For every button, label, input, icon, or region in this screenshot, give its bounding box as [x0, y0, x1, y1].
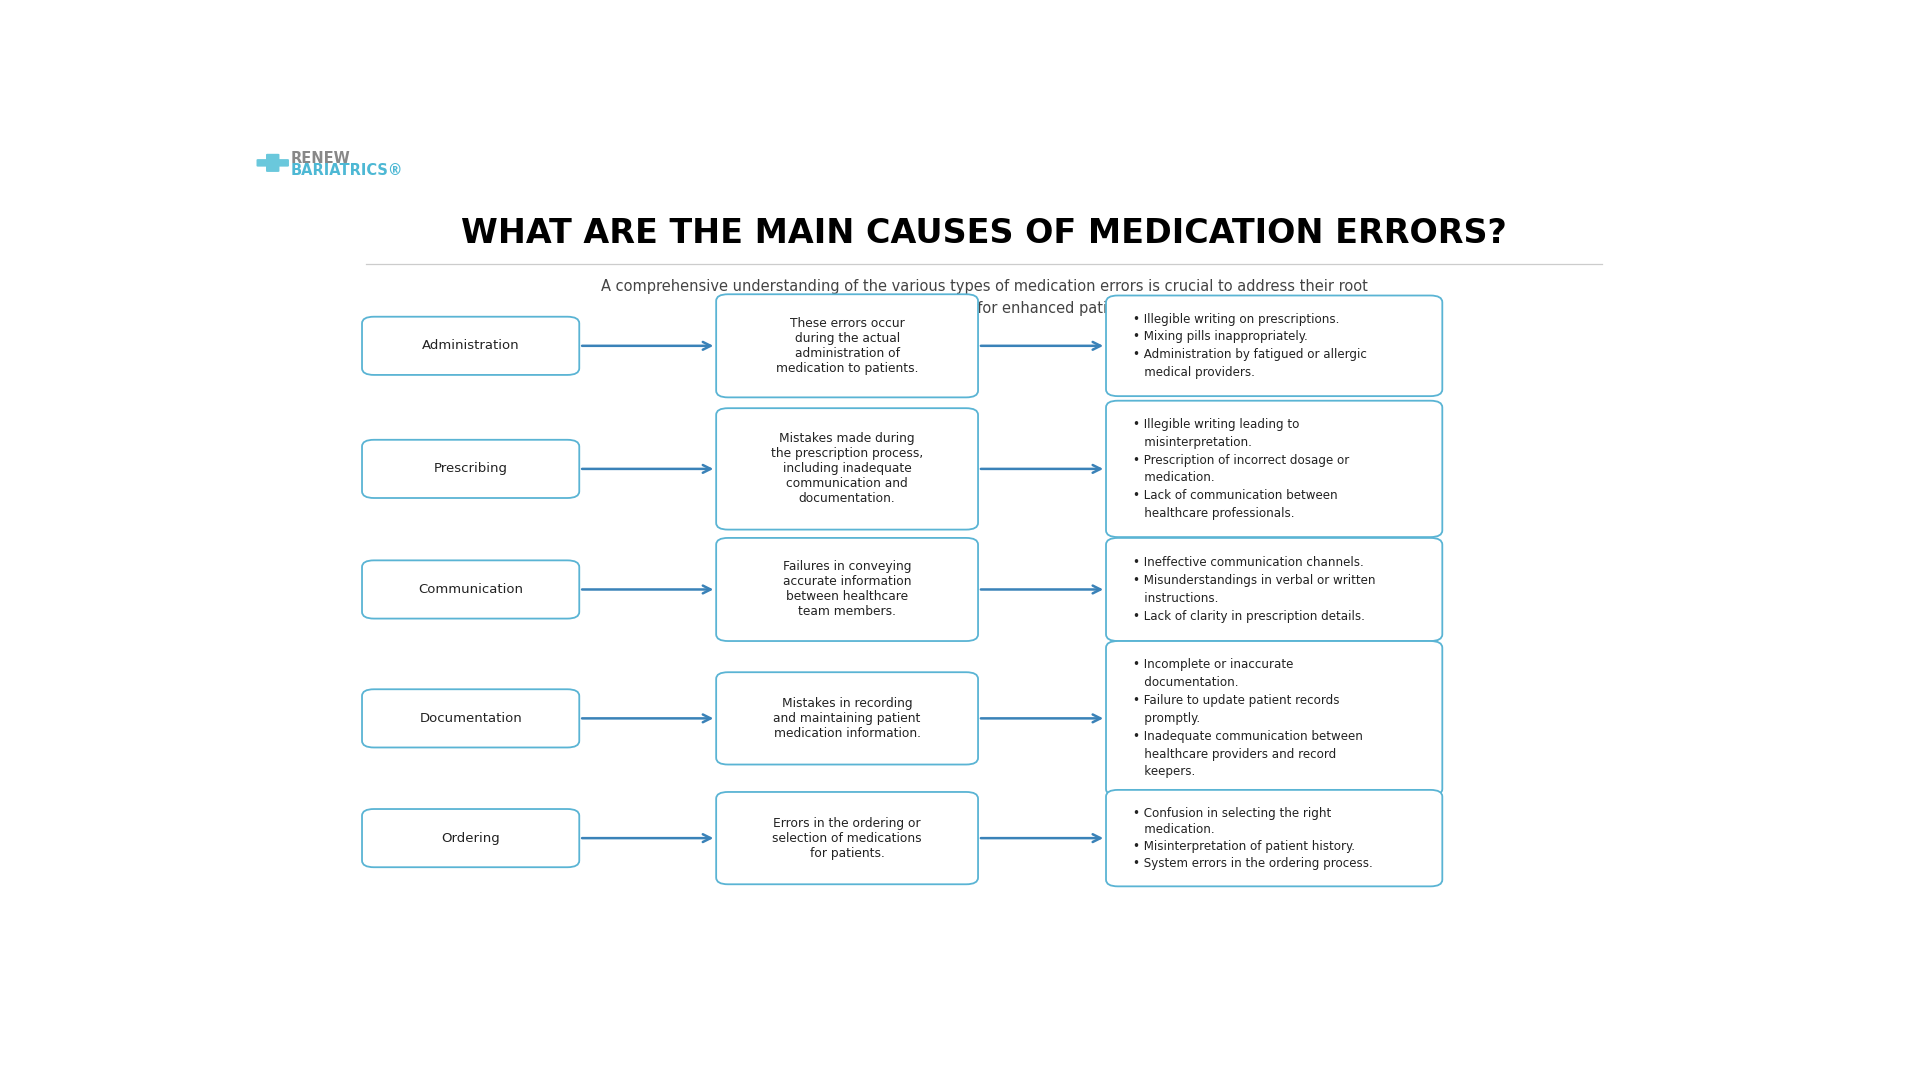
FancyBboxPatch shape — [363, 561, 580, 619]
Text: Failures in conveying
accurate information
between healthcare
team members.: Failures in conveying accurate informati… — [783, 561, 912, 619]
Text: medication.: medication. — [1133, 823, 1215, 836]
Text: keepers.: keepers. — [1133, 766, 1194, 779]
FancyBboxPatch shape — [1106, 642, 1442, 796]
FancyBboxPatch shape — [363, 440, 580, 498]
Text: medication.: medication. — [1133, 471, 1215, 484]
Text: • Administration by fatigued or allergic: • Administration by fatigued or allergic — [1133, 348, 1367, 361]
Text: healthcare professionals.: healthcare professionals. — [1133, 507, 1294, 519]
Text: promptly.: promptly. — [1133, 712, 1200, 725]
Text: These errors occur
during the actual
administration of
medication to patients.: These errors occur during the actual adm… — [776, 316, 918, 375]
Text: • Incomplete or inaccurate: • Incomplete or inaccurate — [1133, 659, 1294, 672]
Text: WHAT ARE THE MAIN CAUSES OF MEDICATION ERRORS?: WHAT ARE THE MAIN CAUSES OF MEDICATION E… — [461, 217, 1507, 249]
Text: Administration: Administration — [422, 339, 520, 352]
FancyBboxPatch shape — [716, 408, 977, 529]
Text: • Illegible writing on prescriptions.: • Illegible writing on prescriptions. — [1133, 313, 1338, 326]
Text: BARIATRICS®: BARIATRICS® — [290, 163, 403, 178]
FancyBboxPatch shape — [1106, 789, 1442, 887]
FancyBboxPatch shape — [1106, 538, 1442, 642]
Text: A comprehensive understanding of the various types of medication errors is cruci: A comprehensive understanding of the var… — [601, 280, 1367, 316]
Text: • Failure to update patient records: • Failure to update patient records — [1133, 694, 1340, 707]
Text: Mistakes in recording
and maintaining patient
medication information.: Mistakes in recording and maintaining pa… — [774, 697, 922, 740]
Text: RENEW: RENEW — [290, 151, 351, 166]
Text: • Inadequate communication between: • Inadequate communication between — [1133, 730, 1363, 743]
Text: instructions.: instructions. — [1133, 592, 1217, 605]
Text: Mistakes made during
the prescription process,
including inadequate
communicatio: Mistakes made during the prescription pr… — [772, 432, 924, 505]
FancyBboxPatch shape — [716, 672, 977, 765]
FancyBboxPatch shape — [716, 538, 977, 642]
Text: • Mixing pills inappropriately.: • Mixing pills inappropriately. — [1133, 330, 1308, 343]
Text: Documentation: Documentation — [419, 712, 522, 725]
Text: healthcare providers and record: healthcare providers and record — [1133, 747, 1336, 760]
Text: medical providers.: medical providers. — [1133, 366, 1254, 379]
FancyBboxPatch shape — [716, 294, 977, 397]
Text: • Ineffective communication channels.: • Ineffective communication channels. — [1133, 555, 1363, 568]
Text: Errors in the ordering or
selection of medications
for patients.: Errors in the ordering or selection of m… — [772, 816, 922, 860]
FancyBboxPatch shape — [716, 792, 977, 885]
Text: misinterpretation.: misinterpretation. — [1133, 436, 1252, 449]
Text: Ordering: Ordering — [442, 832, 499, 845]
FancyBboxPatch shape — [267, 153, 280, 172]
FancyBboxPatch shape — [363, 809, 580, 867]
Text: • Misunderstandings in verbal or written: • Misunderstandings in verbal or written — [1133, 573, 1375, 586]
Text: Prescribing: Prescribing — [434, 462, 507, 475]
Text: • Misinterpretation of patient history.: • Misinterpretation of patient history. — [1133, 840, 1356, 853]
Text: • System errors in the ordering process.: • System errors in the ordering process. — [1133, 856, 1373, 869]
Text: documentation.: documentation. — [1133, 676, 1238, 689]
FancyBboxPatch shape — [1106, 296, 1442, 396]
FancyBboxPatch shape — [363, 689, 580, 747]
Text: • Lack of communication between: • Lack of communication between — [1133, 489, 1338, 502]
Text: • Lack of clarity in prescription details.: • Lack of clarity in prescription detail… — [1133, 610, 1365, 623]
Text: • Confusion in selecting the right: • Confusion in selecting the right — [1133, 807, 1331, 820]
Text: • Prescription of incorrect dosage or: • Prescription of incorrect dosage or — [1133, 454, 1350, 467]
FancyBboxPatch shape — [363, 316, 580, 375]
Text: • Illegible writing leading to: • Illegible writing leading to — [1133, 418, 1300, 431]
FancyBboxPatch shape — [257, 159, 288, 166]
FancyBboxPatch shape — [1106, 401, 1442, 537]
Text: Communication: Communication — [419, 583, 522, 596]
